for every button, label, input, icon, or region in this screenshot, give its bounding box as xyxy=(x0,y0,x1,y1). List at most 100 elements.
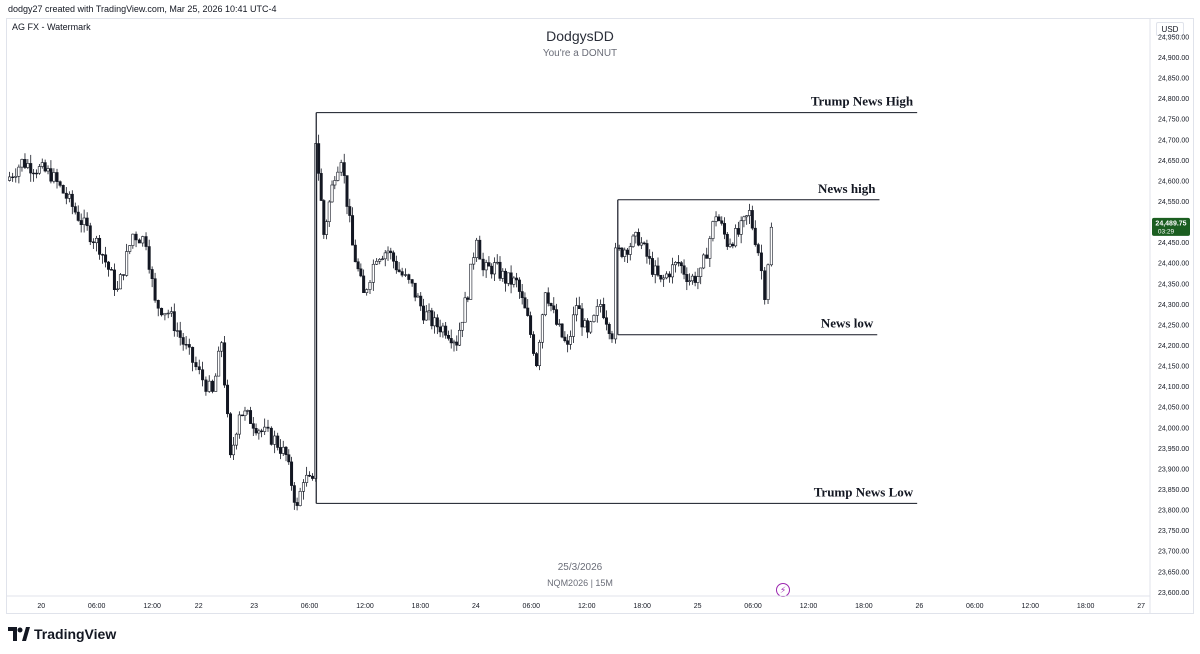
candle-body xyxy=(46,168,50,172)
time-tick-label: 12:00 xyxy=(800,603,818,610)
time-tick-label: 06:00 xyxy=(966,603,984,610)
tradingview-logo[interactable]: TradingView xyxy=(8,626,116,642)
candle-body xyxy=(91,241,95,244)
candle-body xyxy=(201,369,205,381)
price-tick-label: 24,450.00 xyxy=(1158,240,1189,247)
candle-body xyxy=(696,276,700,283)
candle-body xyxy=(750,210,754,229)
candle-body xyxy=(557,323,561,325)
candle-body xyxy=(769,226,773,266)
candle-body xyxy=(650,258,654,275)
candle-body xyxy=(348,206,352,216)
candle-body xyxy=(144,236,148,247)
candle-body xyxy=(413,282,417,298)
candle-body xyxy=(166,312,170,315)
candle-body xyxy=(134,233,138,241)
candle-body xyxy=(574,305,578,316)
candle-body xyxy=(506,272,510,284)
price-tick-label: 24,550.00 xyxy=(1158,199,1189,206)
candle-body xyxy=(362,275,366,293)
candle-body xyxy=(520,291,524,299)
price-tick-label: 24,400.00 xyxy=(1158,261,1189,268)
candle-body xyxy=(23,159,27,168)
candle-body xyxy=(659,274,663,280)
candle-body xyxy=(725,233,729,247)
candle-body xyxy=(278,447,282,454)
candle-body xyxy=(455,341,459,346)
candle-body xyxy=(671,264,675,278)
candle-body xyxy=(392,252,396,262)
candle-body xyxy=(446,334,450,339)
candle-body xyxy=(430,310,434,327)
candle-body xyxy=(577,305,581,310)
candle-body xyxy=(336,171,340,181)
candle-body xyxy=(481,258,485,271)
candle-body xyxy=(295,502,299,506)
price-tick-label: 23,750.00 xyxy=(1158,528,1189,535)
candle-body xyxy=(682,265,686,275)
candle-body xyxy=(540,314,544,343)
candle-body xyxy=(40,162,44,167)
currency-button[interactable]: USD xyxy=(1156,22,1184,36)
candle-body xyxy=(515,277,519,281)
candle-body xyxy=(555,309,559,325)
candle-body xyxy=(251,423,255,429)
candle-body xyxy=(169,311,173,314)
candle-body xyxy=(403,274,407,276)
candle-body xyxy=(490,265,494,275)
candle-body xyxy=(125,251,129,276)
candle-body xyxy=(175,330,179,332)
candle-body xyxy=(317,143,321,174)
candle-body xyxy=(394,260,398,271)
price-tick-label: 24,850.00 xyxy=(1158,76,1189,83)
candle-body xyxy=(32,172,36,175)
candle-body xyxy=(88,225,92,243)
candle-body xyxy=(128,245,132,252)
candle-body xyxy=(375,260,379,265)
candle-body xyxy=(685,274,689,282)
candle-body xyxy=(319,173,323,201)
price-tick-label: 24,750.00 xyxy=(1158,117,1189,124)
candle-body xyxy=(260,430,264,432)
time-tick-label: 18:00 xyxy=(633,603,651,610)
candle-body xyxy=(214,375,218,392)
candle-body xyxy=(187,344,191,348)
candle-body xyxy=(359,268,363,277)
candle-body xyxy=(739,220,743,235)
time-tick-label: 27 xyxy=(1137,603,1145,610)
candle-body xyxy=(693,275,697,283)
price-tick-label: 23,650.00 xyxy=(1158,569,1189,576)
candle-body xyxy=(197,366,201,371)
candle-body xyxy=(711,221,715,239)
candle-body xyxy=(386,250,390,254)
candle-body xyxy=(487,262,491,267)
candle-body xyxy=(397,269,401,272)
candles xyxy=(8,112,773,511)
candle-body xyxy=(118,274,122,290)
candle-body xyxy=(17,166,21,177)
candle-body xyxy=(731,243,735,247)
candle-body xyxy=(356,261,360,270)
candle-body xyxy=(85,217,89,227)
symbol-label[interactable]: AG FX - Watermark xyxy=(12,22,91,32)
candle-body xyxy=(438,326,442,333)
candle-body xyxy=(509,272,513,285)
candle-body xyxy=(566,340,570,345)
candle-body xyxy=(231,444,235,456)
candle-body xyxy=(246,410,250,412)
price-tick-label: 24,600.00 xyxy=(1158,178,1189,185)
candle-body xyxy=(747,210,751,216)
price-tick-label: 23,900.00 xyxy=(1158,466,1189,473)
level-lines[interactable]: Trump News High News high News low Trump Ne… xyxy=(316,94,918,504)
candle-body xyxy=(49,168,53,182)
candle-body xyxy=(79,220,83,225)
candle-body xyxy=(240,414,244,417)
candle-body xyxy=(153,278,157,301)
price-tick-label: 24,300.00 xyxy=(1158,302,1189,309)
price-tick-label: 24,200.00 xyxy=(1158,343,1189,350)
candle-body xyxy=(104,254,108,263)
price-tick-label: 23,800.00 xyxy=(1158,508,1189,515)
candle-body xyxy=(34,172,38,175)
